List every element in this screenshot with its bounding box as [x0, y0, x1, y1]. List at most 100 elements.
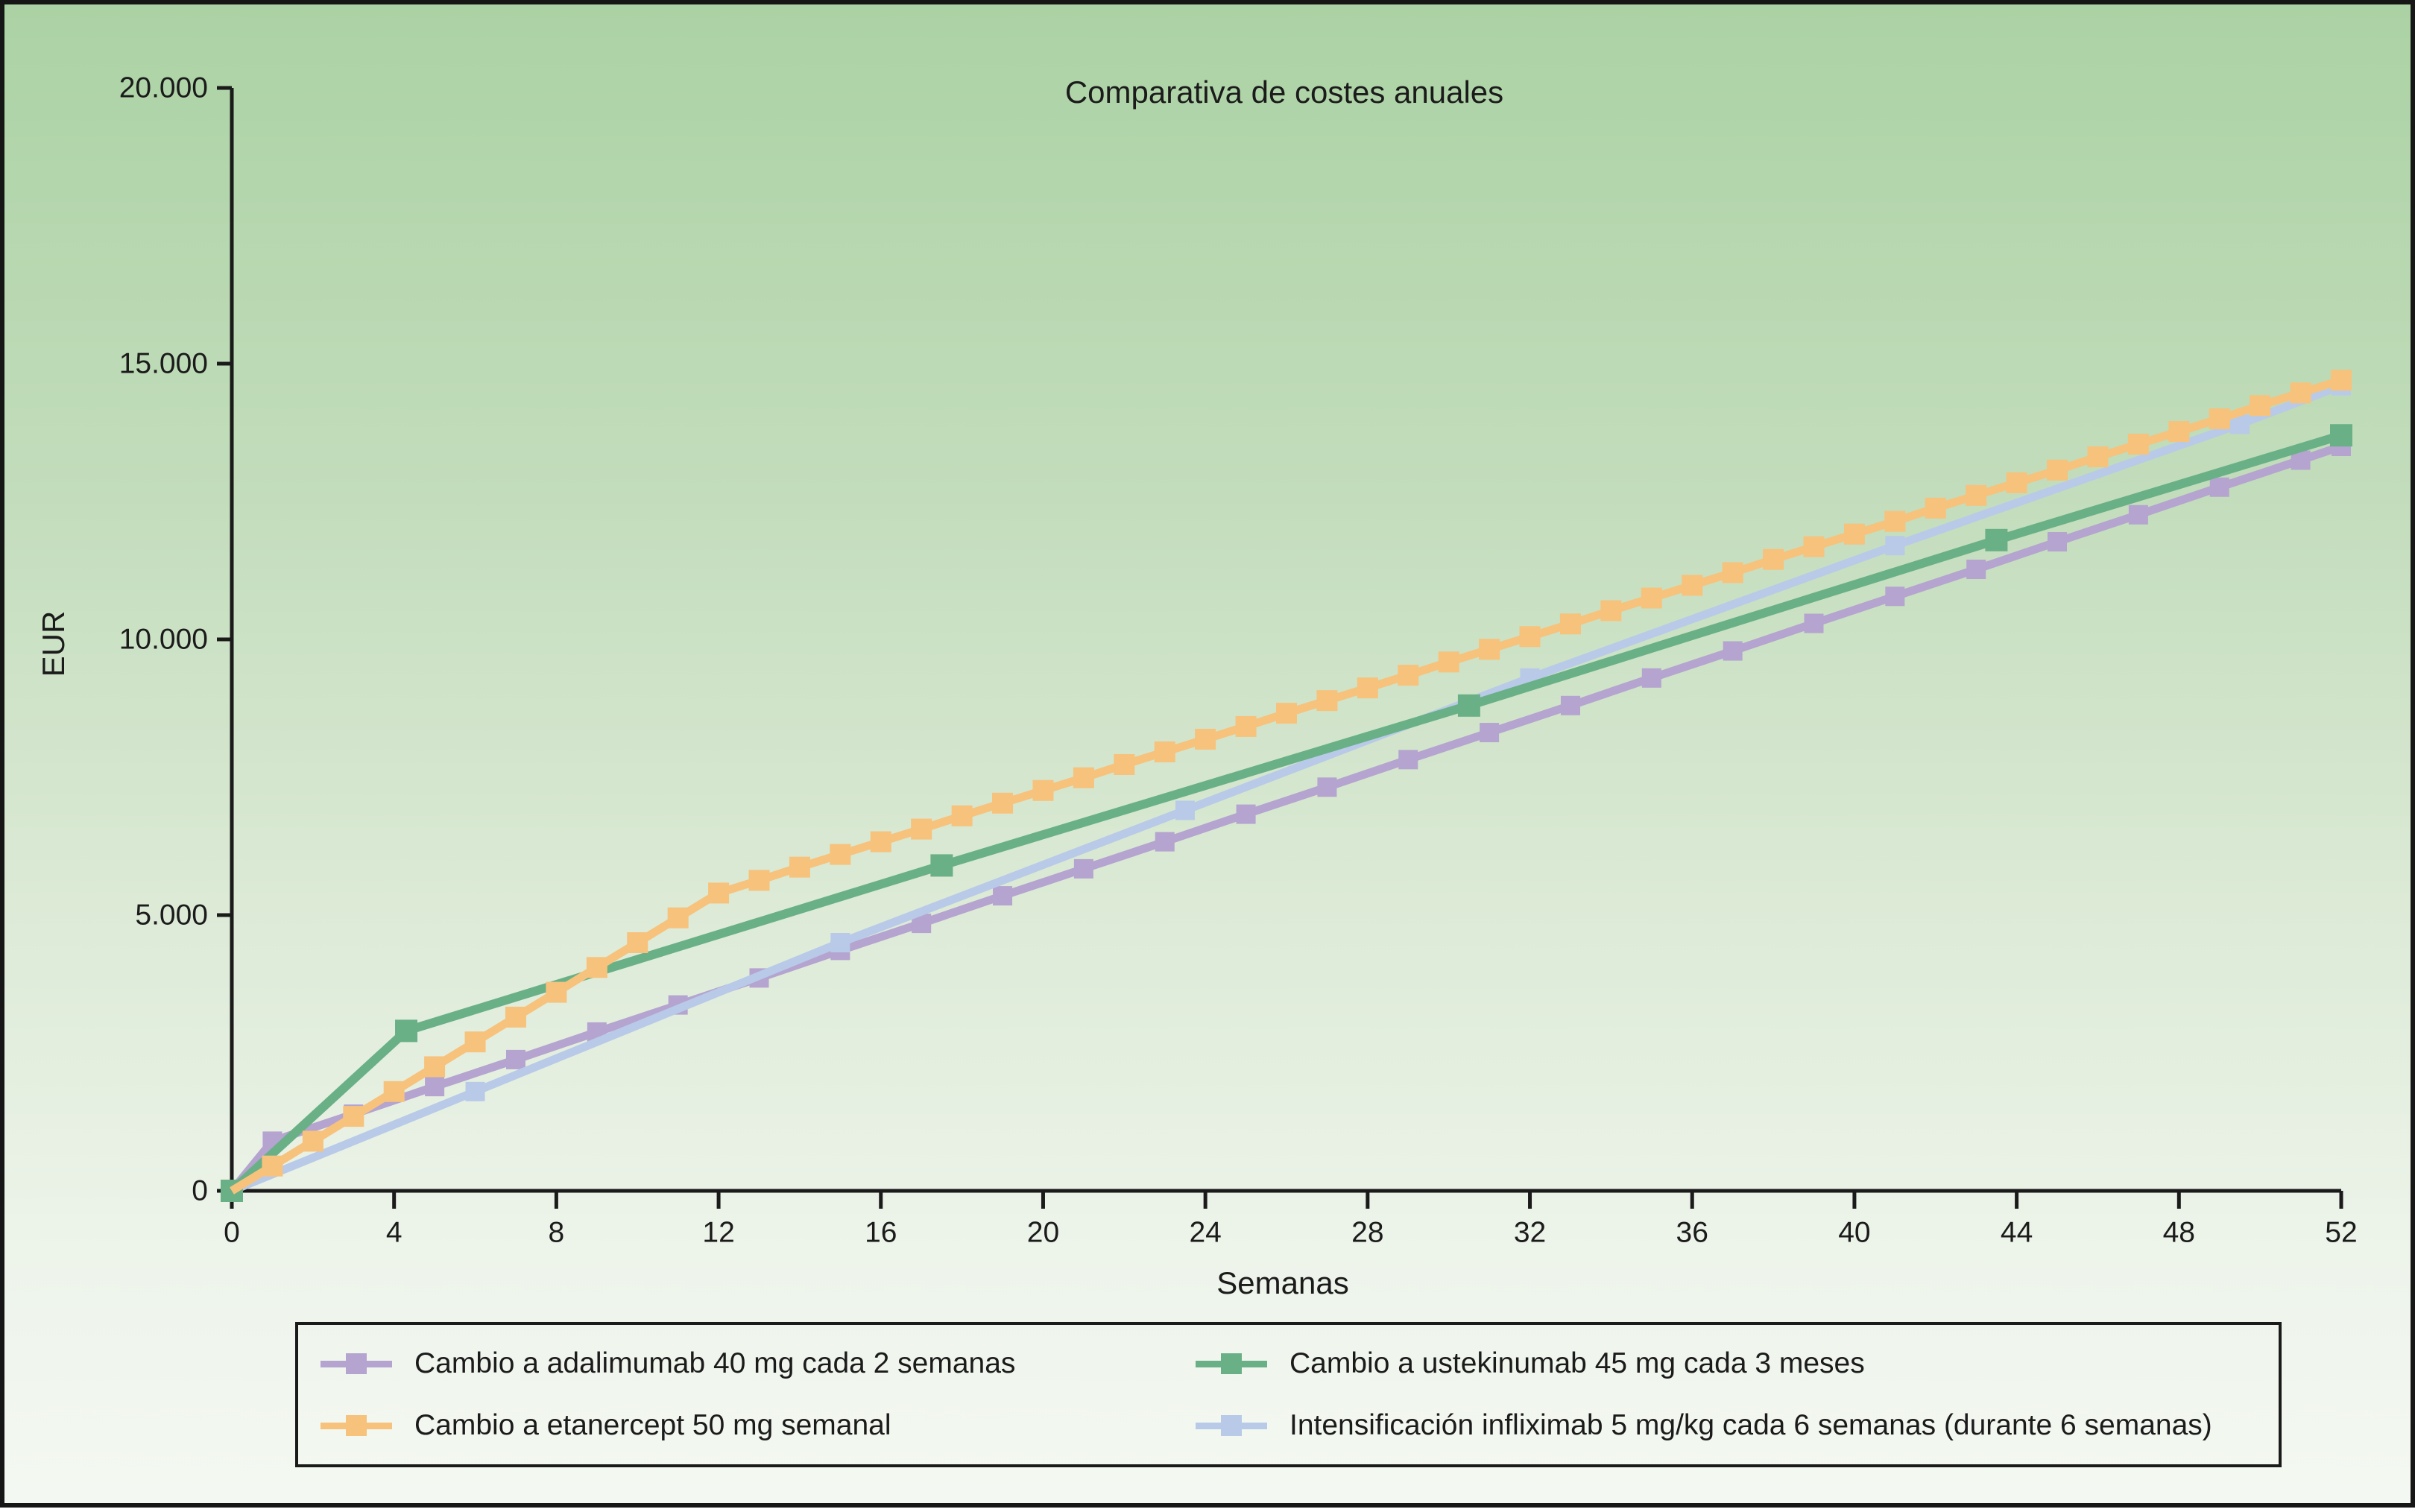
- y-tick-label: 10.000: [119, 624, 208, 656]
- x-tick-label: 8: [549, 1217, 565, 1249]
- x-tick-label: 12: [702, 1217, 734, 1249]
- series-marker: [2250, 395, 2271, 417]
- x-tick-label: 28: [1351, 1217, 1383, 1249]
- line-square-marker-icon: [1196, 1410, 1267, 1441]
- x-tick-label: 40: [1838, 1217, 1870, 1249]
- series-marker: [2087, 446, 2109, 468]
- series-marker: [1722, 562, 1743, 583]
- x-tick-label: 20: [1027, 1217, 1059, 1249]
- legend-label: Intensificación infliximab 5 mg/kg cada …: [1289, 1409, 2212, 1442]
- chart-title: Comparativa de costes anuales: [1064, 75, 1504, 110]
- legend-label: Cambio a ustekinumab 45 mg cada 3 meses: [1289, 1347, 1865, 1379]
- series-marker: [1398, 665, 1419, 686]
- series-marker: [1985, 528, 2008, 551]
- x-tick-label: 36: [1676, 1217, 1708, 1249]
- series-marker: [2330, 424, 2352, 447]
- series-marker: [1235, 715, 1257, 737]
- series-marker: [1966, 484, 1987, 506]
- series-marker: [993, 886, 1013, 906]
- series-marker: [1114, 753, 1135, 775]
- series-line-2: [228, 431, 2343, 1195]
- series-marker: [1641, 668, 1661, 688]
- series-marker: [2127, 434, 2149, 455]
- series-marker: [930, 854, 953, 877]
- series-marker: [1195, 728, 1216, 750]
- y-tick-label: 15.000: [119, 348, 208, 380]
- series-marker: [1843, 523, 1865, 545]
- series-marker: [395, 1019, 418, 1043]
- series-marker: [667, 907, 689, 929]
- x-tick-label: 24: [1189, 1217, 1221, 1249]
- series-marker: [1885, 586, 1905, 607]
- series-marker: [546, 981, 567, 1003]
- y-axis-title: EUR: [36, 610, 71, 677]
- x-tick-label: 16: [865, 1217, 897, 1249]
- series-marker: [1884, 510, 1906, 532]
- x-tick-label: 4: [386, 1217, 402, 1249]
- x-tick-label: 52: [2325, 1217, 2357, 1249]
- series-marker: [1032, 779, 1054, 801]
- series-marker: [425, 1077, 445, 1097]
- series-marker: [2168, 421, 2190, 443]
- series-marker: [2047, 459, 2068, 481]
- series-marker: [1480, 723, 1500, 743]
- series-marker: [2209, 408, 2230, 429]
- series-marker: [1723, 641, 1743, 661]
- series-marker: [383, 1081, 405, 1102]
- series-marker: [1457, 694, 1480, 717]
- series-marker: [1155, 832, 1175, 852]
- series-marker: [1398, 750, 1418, 770]
- series-marker: [1236, 804, 1256, 824]
- series-marker: [951, 805, 973, 826]
- series-marker: [708, 882, 730, 904]
- x-tick-label: 0: [224, 1217, 240, 1249]
- series-marker: [505, 1049, 525, 1069]
- x-axis-title: Semanas: [1216, 1265, 1349, 1300]
- series-marker: [1519, 626, 1541, 648]
- series-line-3: [230, 382, 2343, 1195]
- series-marker: [1804, 613, 1824, 633]
- series-marker: [1682, 575, 1703, 596]
- series-marker: [830, 844, 851, 865]
- series-marker: [465, 1081, 485, 1101]
- series-marker: [992, 792, 1014, 814]
- series-marker: [464, 1031, 486, 1053]
- legend-item-etanercept: Cambio a etanercept 50 mg semanal: [321, 1409, 1196, 1442]
- legend-box: Cambio a adalimumab 40 mg cada 2 semanas…: [295, 1322, 2282, 1467]
- legend-label: Cambio a etanercept 50 mg semanal: [414, 1409, 891, 1442]
- series-marker: [1925, 497, 1946, 519]
- series-marker: [586, 957, 607, 978]
- series-marker: [2048, 532, 2068, 552]
- series-marker: [343, 1106, 364, 1127]
- x-tick-label: 32: [1514, 1217, 1546, 1249]
- series-marker: [1560, 695, 1580, 715]
- series-marker: [1154, 741, 1175, 762]
- series-marker: [789, 856, 810, 878]
- legend-item-ustekinumab: Cambio a ustekinumab 45 mg cada 3 meses: [1196, 1347, 2264, 1380]
- series-marker: [1641, 587, 1662, 609]
- series-marker: [911, 818, 932, 840]
- line-square-marker-icon: [321, 1348, 392, 1379]
- y-tick-label: 5.000: [135, 899, 208, 931]
- series-marker: [1559, 613, 1581, 635]
- y-tick-label: 20.000: [119, 72, 208, 104]
- series-marker: [1803, 536, 1825, 557]
- series-marker: [1316, 690, 1338, 712]
- series-marker: [1175, 800, 1195, 820]
- series-marker: [302, 1130, 323, 1152]
- y-tick-label: 0: [192, 1175, 208, 1207]
- x-tick-label: 44: [2001, 1217, 2033, 1249]
- series-marker: [1600, 600, 1622, 621]
- legend-label: Cambio a adalimumab 40 mg cada 2 semanas: [414, 1347, 1016, 1379]
- series-marker: [2290, 382, 2311, 404]
- x-tick-label: 48: [2163, 1217, 2195, 1249]
- series-marker: [1317, 777, 1337, 797]
- series-marker: [1073, 858, 1093, 879]
- legend-item-infliximab: Intensificación infliximab 5 mg/kg cada …: [1196, 1409, 2264, 1442]
- series-marker: [830, 933, 850, 952]
- line-square-marker-icon: [321, 1410, 392, 1441]
- legend-item-adalimumab: Cambio a adalimumab 40 mg cada 2 semanas: [321, 1347, 1196, 1380]
- series-marker: [2331, 370, 2352, 391]
